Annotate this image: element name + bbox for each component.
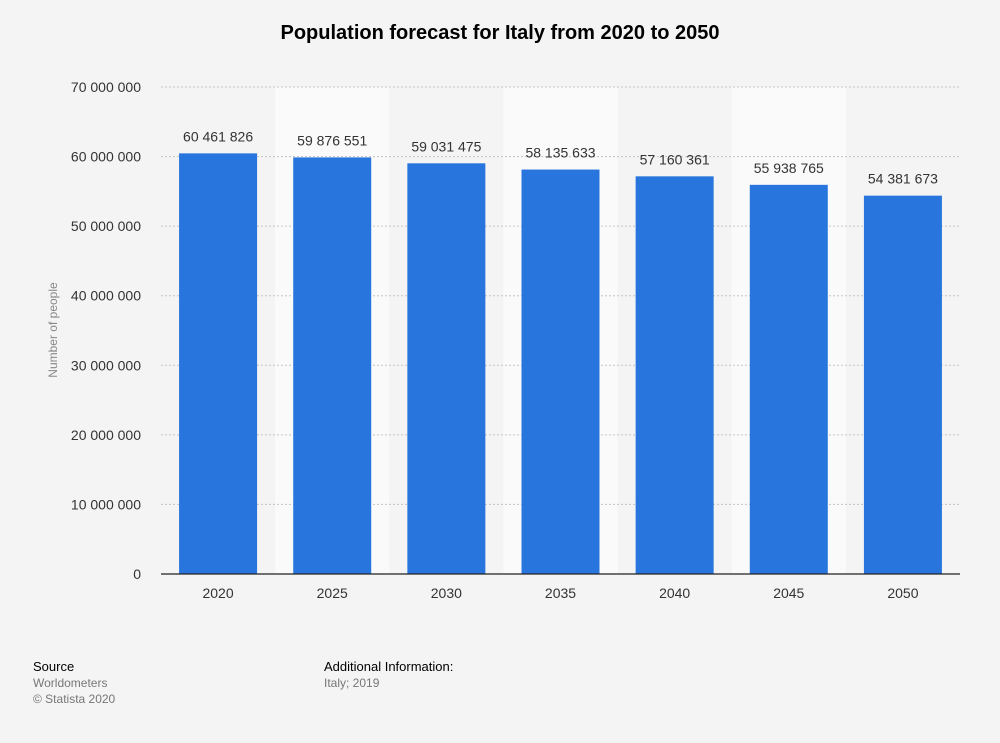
copyright-text: © Statista 2020 bbox=[33, 692, 116, 706]
source-heading: Source bbox=[33, 659, 75, 674]
y-tick-label: 70 000 000 bbox=[71, 79, 141, 95]
bar-2020[interactable] bbox=[179, 153, 258, 574]
bar-2040[interactable] bbox=[635, 176, 714, 574]
data-label: 59 031 475 bbox=[411, 138, 481, 154]
additional-info-text: Italy; 2019 bbox=[324, 676, 380, 690]
x-tick-label: 2045 bbox=[773, 585, 804, 601]
additional-info-section: Additional Information: Italy; 2019 bbox=[324, 658, 453, 691]
y-tick-label: 20 000 000 bbox=[71, 427, 141, 443]
source-section: Source Worldometers © Statista 2020 bbox=[33, 658, 115, 707]
bars bbox=[179, 153, 942, 574]
y-tick-label: 10 000 000 bbox=[71, 496, 141, 512]
data-label: 54 381 673 bbox=[868, 171, 938, 187]
y-tick-label: 60 000 000 bbox=[71, 149, 141, 165]
y-tick-label: 40 000 000 bbox=[71, 288, 141, 304]
bar-2050[interactable] bbox=[863, 195, 942, 574]
data-labels: 60 461 826 59 876 551 59 031 475 58 135 633… bbox=[183, 128, 938, 186]
bar-2025[interactable] bbox=[293, 157, 372, 574]
data-label: 59 876 551 bbox=[297, 132, 367, 148]
x-tick-label: 2035 bbox=[545, 585, 576, 601]
y-axis-tick-labels: 0 10 000 000 20 000 000 30 000 000 40 000 00… bbox=[71, 79, 141, 582]
data-label: 60 461 826 bbox=[183, 128, 253, 144]
x-axis-tick-labels: 2020 2025 2030 2035 2040 2045 2050 bbox=[202, 585, 918, 601]
bar-2030[interactable] bbox=[407, 163, 486, 574]
data-label: 55 938 765 bbox=[754, 160, 824, 176]
y-tick-label: 30 000 000 bbox=[71, 357, 141, 373]
source-name[interactable]: Worldometers bbox=[33, 676, 108, 690]
x-tick-label: 2020 bbox=[202, 585, 233, 601]
y-tick-label: 50 000 000 bbox=[71, 218, 141, 234]
x-tick-label: 2050 bbox=[887, 585, 918, 601]
y-axis-title: Number of people bbox=[46, 282, 60, 378]
y-tick-label: 0 bbox=[133, 566, 141, 582]
x-tick-label: 2025 bbox=[317, 585, 348, 601]
data-label: 58 135 633 bbox=[525, 145, 595, 161]
x-tick-label: 2040 bbox=[659, 585, 690, 601]
x-tick-label: 2030 bbox=[431, 585, 462, 601]
chart-title: Population forecast for Italy from 2020 … bbox=[280, 22, 720, 44]
bar-2045[interactable] bbox=[749, 184, 828, 574]
additional-info-heading: Additional Information: bbox=[324, 659, 454, 674]
data-label: 57 160 361 bbox=[640, 151, 710, 167]
bar-2035[interactable] bbox=[521, 169, 600, 574]
